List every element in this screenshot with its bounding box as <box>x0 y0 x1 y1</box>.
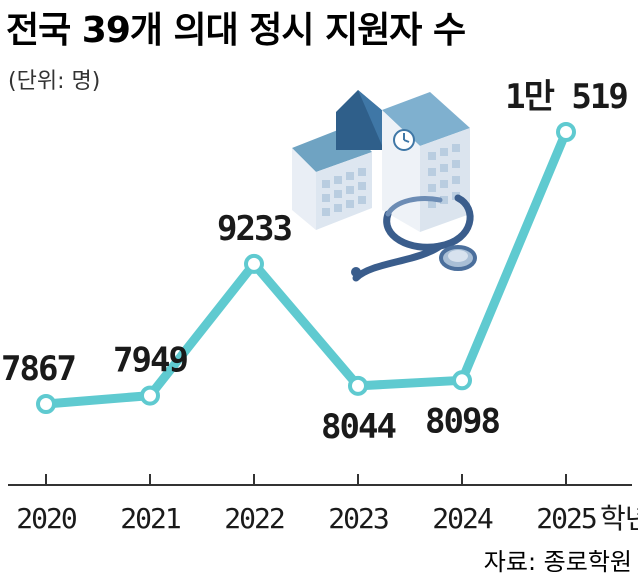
data-point-2022 <box>244 253 264 274</box>
data-point-2024 <box>452 370 472 391</box>
x-tick-label-2020: 2020 <box>16 502 77 535</box>
x-ticks-group <box>45 474 567 485</box>
x-tick-label-2024: 2024 <box>432 502 493 535</box>
data-point-2020 <box>36 394 56 414</box>
data-label-2020: 7867 <box>1 349 75 389</box>
x-axis-suffix: 학년도 <box>600 502 638 535</box>
x-tick-label-2022: 2022 <box>224 502 284 535</box>
data-label-2021: 7949 <box>113 341 187 381</box>
series-line <box>41 127 571 409</box>
series-line-group <box>41 127 571 409</box>
data-label-2025: 1만 519 <box>505 77 627 117</box>
school-building-icon <box>292 90 470 232</box>
x-tick-label-2021: 2021 <box>120 502 180 535</box>
chart-title: 전국 39개 의대 정시 지원자 수 <box>6 10 465 51</box>
data-label-2022: 9233 <box>217 209 291 249</box>
x-tick-label-2023: 2023 <box>328 502 388 535</box>
data-point-2023 <box>348 375 368 396</box>
value-labels-group: 7867 7949 9233 8044 8098 1만 519 <box>1 77 629 447</box>
x-tick-labels-group: 2020 2021 2022 2023 2024 2025학년도 <box>16 502 638 535</box>
stethoscope-icon <box>351 194 477 282</box>
chart-unit: (단위: 명) <box>8 69 100 94</box>
markers-group <box>36 122 576 414</box>
x-tick-label-2025: 2025 <box>536 502 596 535</box>
chart-source: 자료: 종로학원 <box>484 548 632 576</box>
data-label-2024: 8098 <box>425 401 499 441</box>
data-point-2025 <box>556 122 576 142</box>
data-point-2021 <box>140 385 160 406</box>
data-label-2023: 8044 <box>321 407 395 447</box>
